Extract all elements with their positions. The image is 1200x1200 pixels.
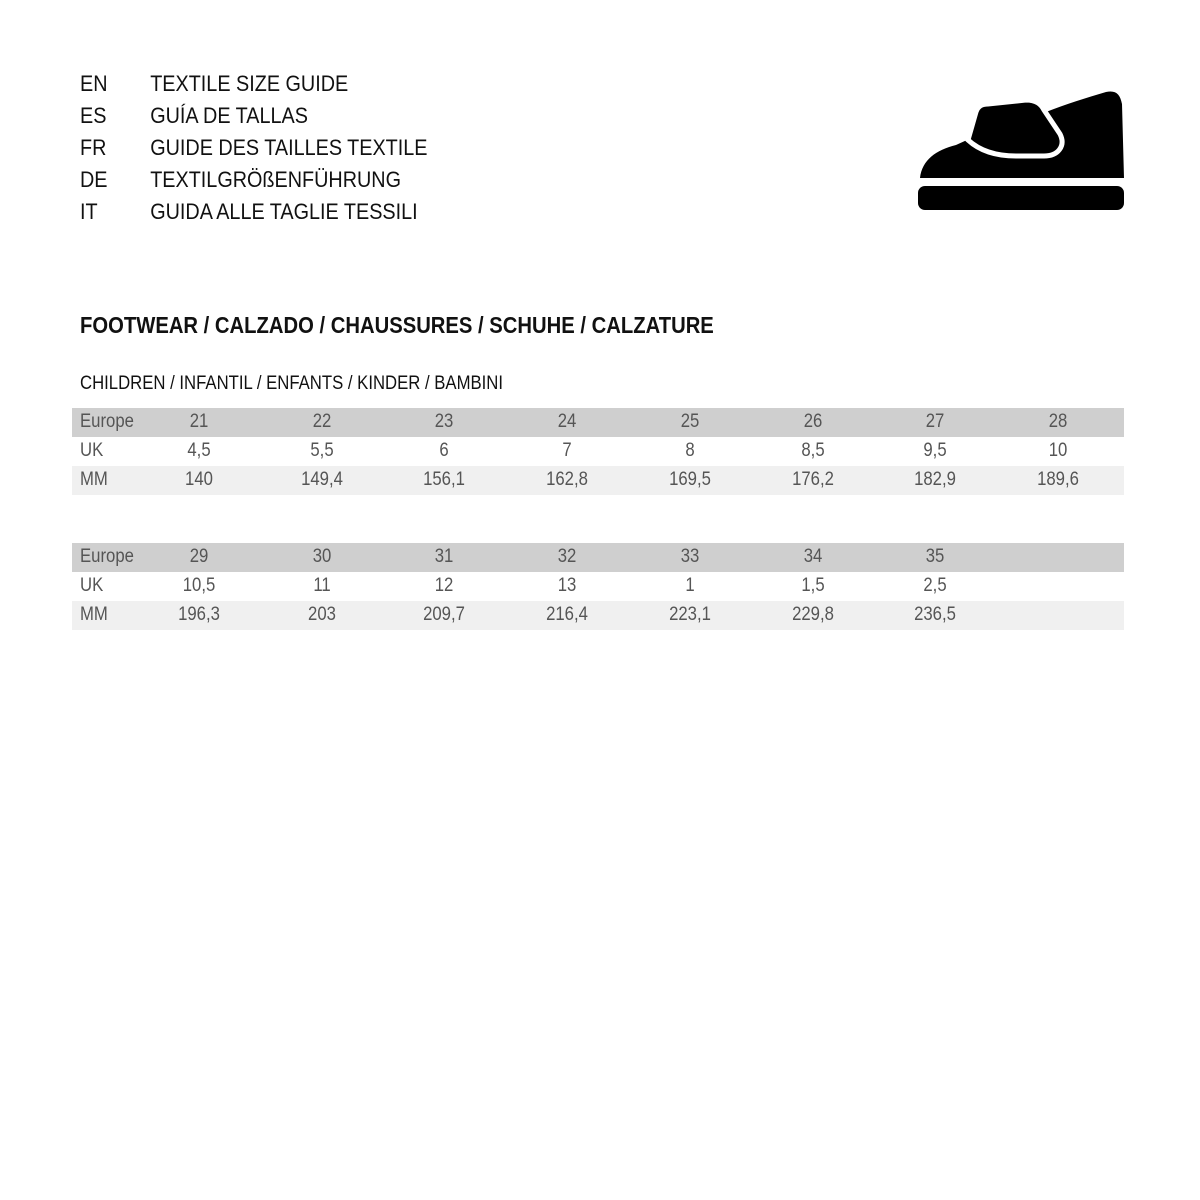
table-cell: 28 — [1048, 411, 1068, 432]
table-cell: 23 — [435, 411, 454, 432]
table-cell: 1 — [685, 575, 695, 596]
table-cell: 2,5 — [923, 575, 947, 596]
table-row: UK 4,5 5,5 6 7 8 8,5 9,5 10 — [72, 437, 1124, 466]
table-cell: 22 — [312, 411, 331, 432]
table-cell: 196,3 — [178, 604, 220, 625]
language-title: TEXTILGRÖßENFÜHRUNG — [150, 167, 402, 192]
table-cell: 182,9 — [914, 469, 957, 490]
language-row: IT GUIDA ALLE TAGLIE TESSILI — [80, 196, 427, 228]
table-cell: 13 — [557, 575, 577, 596]
table-cell: 189,6 — [1036, 469, 1079, 490]
row-label: MM — [80, 469, 108, 490]
table-cell: 209,7 — [423, 604, 466, 625]
table-row: MM 140 149,4 156,1 162,8 169,5 176,2 182,9 189,6 — [72, 466, 1124, 495]
row-label: UK — [80, 440, 104, 461]
language-row: ES GUÍA DE TALLAS — [80, 100, 427, 132]
language-code: IT — [80, 199, 98, 224]
row-label: UK — [80, 575, 104, 596]
table-cell: 25 — [680, 411, 700, 432]
table-cell: 176,2 — [791, 469, 834, 490]
language-code: DE — [80, 167, 108, 192]
table-cell: 5,5 — [310, 440, 334, 461]
table-cell: 32 — [557, 546, 577, 567]
language-code: FR — [80, 135, 107, 160]
table-row: Europe 21 22 23 24 25 26 27 28 — [72, 408, 1124, 437]
table-cell: 9,5 — [923, 440, 947, 461]
size-table-1: Europe 21 22 23 24 25 26 27 28 UK 4,5 5,5 6 7 8 8,5 9,5 1… — [72, 408, 1124, 495]
table-cell: 216,4 — [546, 604, 589, 625]
table-cell: 10,5 — [182, 575, 216, 596]
row-label: Europe — [80, 546, 134, 567]
language-title: GUÍA DE TALLAS — [150, 103, 308, 128]
table-cell: 8,5 — [800, 440, 825, 461]
table-cell: 236,5 — [914, 604, 957, 625]
table-row: UK 10,5 11 12 13 1 1,5 2,5 — [72, 572, 1124, 601]
table-cell: 35 — [925, 546, 945, 567]
row-label: MM — [80, 604, 108, 625]
table-cell: 8 — [685, 440, 695, 461]
table-cell: 169,5 — [668, 469, 711, 490]
table-cell: 24 — [557, 411, 577, 432]
table-cell: 7 — [562, 440, 572, 461]
table-cell: 31 — [435, 546, 454, 567]
table-row: MM 196,3 203 209,7 216,4 223,1 229,8 236,5 — [72, 601, 1124, 630]
language-title: TEXTILE SIZE GUIDE — [150, 71, 349, 96]
section-title: FOOTWEAR / CALZADO / CHAUSSURES / SCHUHE… — [80, 312, 714, 338]
table-cell: 29 — [189, 546, 209, 567]
language-list: EN TEXTILE SIZE GUIDE ES GUÍA DE TALLAS FR GU… — [80, 68, 427, 228]
table-cell: 12 — [435, 575, 454, 596]
table-cell: 26 — [803, 411, 822, 432]
table-cell: 6 — [439, 440, 450, 461]
row-label: Europe — [80, 411, 134, 432]
table-cell: 203 — [307, 604, 336, 625]
table-cell: 34 — [803, 546, 822, 567]
table-cell: 10 — [1048, 440, 1068, 461]
table-cell: 27 — [925, 411, 945, 432]
table-cell: 30 — [312, 546, 331, 567]
size-table-2: Europe 29 30 31 32 33 34 35 UK 10,5 11 12 13 1 1,5 2,5 M… — [72, 543, 1124, 630]
language-row: EN TEXTILE SIZE GUIDE — [80, 68, 427, 100]
language-code: ES — [80, 103, 107, 128]
table-cell: 229,8 — [791, 604, 834, 625]
language-title: GUIDE DES TAILLES TEXTILE — [150, 135, 428, 160]
table-cell: 156,1 — [423, 469, 466, 490]
table-cell: 11 — [313, 575, 331, 596]
table-cell: 21 — [189, 411, 209, 432]
table-cell: 162,8 — [546, 469, 589, 490]
language-title: GUIDA ALLE TAGLIE TESSILI — [150, 199, 418, 224]
language-code: EN — [80, 71, 108, 96]
table-row: Europe 29 30 31 32 33 34 35 — [72, 543, 1124, 572]
table-cell: 4,5 — [187, 440, 211, 461]
table-cell: 1,5 — [800, 575, 825, 596]
table-cell: 223,1 — [668, 604, 711, 625]
velcro-shoe-icon — [918, 91, 1124, 210]
language-row: FR GUIDE DES TAILLES TEXTILE — [80, 132, 427, 164]
subsection-title: CHILDREN / INFANTIL / ENFANTS / KINDER /… — [80, 373, 504, 394]
table-cell: 140 — [185, 469, 213, 490]
table-cell: 33 — [680, 546, 700, 567]
table-cell: 149,4 — [300, 469, 343, 490]
language-row: DE TEXTILGRÖßENFÜHRUNG — [80, 164, 427, 196]
